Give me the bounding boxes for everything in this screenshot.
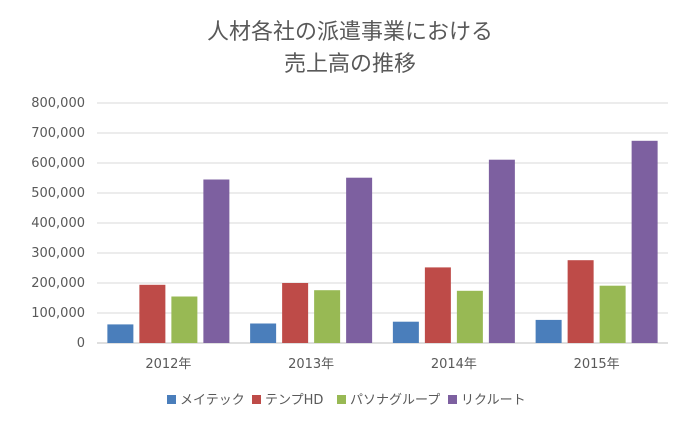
legend-label: リクルート <box>461 393 526 408</box>
y-tick-label: 500,000 <box>31 186 85 201</box>
legend-label: テンプHD <box>265 393 323 408</box>
y-tick-label: 200,000 <box>31 276 85 291</box>
bar <box>488 159 515 343</box>
legend-swatch <box>252 395 261 404</box>
bar <box>424 267 451 343</box>
legend-label: メイテック <box>180 393 245 408</box>
bar <box>139 284 166 343</box>
bar <box>392 321 419 343</box>
bar <box>107 324 134 343</box>
y-tick-label: 0 <box>77 336 85 351</box>
legend-swatch <box>167 395 176 404</box>
chart-title-line-1: 人材各社の派遣事業における <box>206 20 493 45</box>
y-tick-label: 800,000 <box>31 96 85 111</box>
bar <box>171 296 198 343</box>
bar <box>282 283 309 343</box>
bar <box>535 319 562 343</box>
legend-swatch <box>448 395 457 404</box>
y-tick-label: 400,000 <box>31 216 85 231</box>
x-tick-label: 2014年 <box>431 357 477 372</box>
bar <box>599 285 626 343</box>
y-tick-label: 300,000 <box>31 246 85 261</box>
bar <box>250 323 277 343</box>
chart-title-line-2: 売上高の推移 <box>283 52 416 77</box>
bar <box>567 260 594 343</box>
x-tick-label: 2012年 <box>145 357 191 372</box>
legend-swatch <box>337 395 346 404</box>
bar <box>314 290 341 343</box>
bar <box>631 140 658 343</box>
bar <box>346 177 373 343</box>
x-tick-label: 2013年 <box>288 357 334 372</box>
x-tick-label: 2015年 <box>574 357 620 372</box>
y-tick-label: 700,000 <box>31 126 85 141</box>
legend-label: パソナグループ <box>350 393 440 408</box>
y-tick-label: 100,000 <box>31 306 85 321</box>
bar <box>203 179 230 343</box>
bar <box>456 290 483 343</box>
y-tick-label: 600,000 <box>31 156 85 171</box>
